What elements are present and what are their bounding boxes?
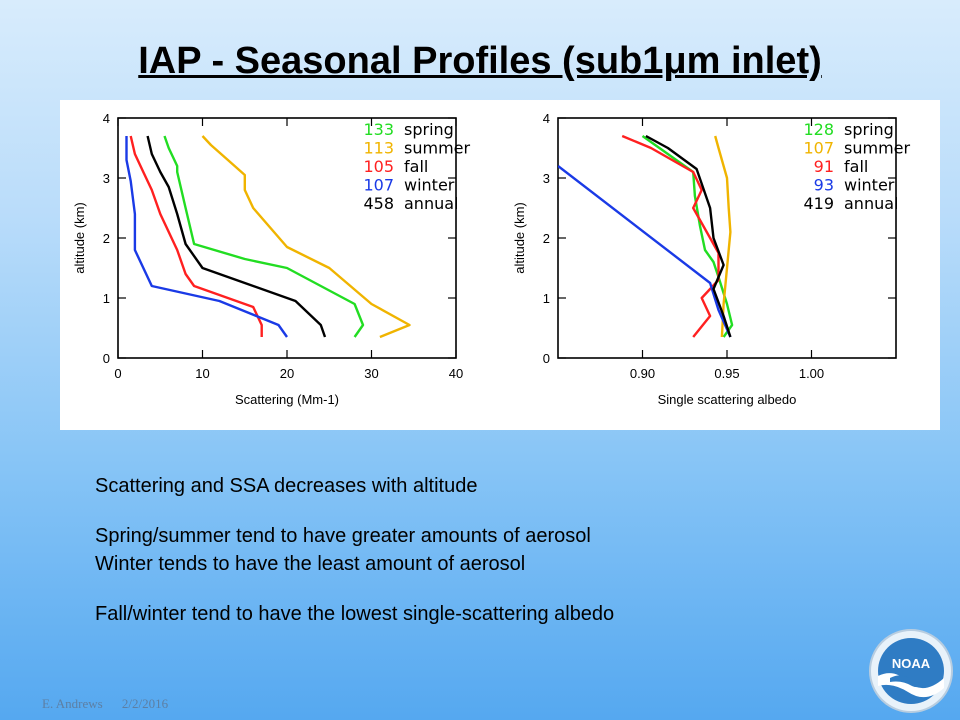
legend-count: 128: [803, 120, 834, 139]
y-tick-label: 0: [543, 351, 550, 366]
legend-label: fall: [404, 157, 428, 176]
legend-label: annual: [844, 194, 898, 213]
y-tick-label: 4: [543, 111, 550, 126]
noaa-logo: NOAA: [868, 628, 954, 714]
series-line-annual: [645, 134, 732, 338]
legend-label: fall: [844, 157, 868, 176]
y-tick-label: 2: [103, 231, 110, 246]
legend-count: 93: [814, 176, 834, 195]
series-line-fall: [621, 134, 720, 338]
x-axis-label: Scattering (Mm-1): [235, 392, 339, 407]
series-line-winter: [558, 165, 732, 338]
legend-label: annual: [404, 194, 458, 213]
legend-label: spring: [404, 120, 454, 139]
legend-label: winter: [844, 176, 895, 195]
bullet-item: Scattering and SSA decreases with altitu…: [95, 475, 478, 497]
y-axis-label: altitude (km): [512, 202, 527, 274]
y-tick-label: 3: [103, 171, 110, 186]
y-tick-label: 3: [543, 171, 550, 186]
legend-count: 133: [363, 120, 394, 139]
series-line-fall: [129, 135, 263, 337]
bullet-item: Fall/winter tend to have the lowest sing…: [95, 603, 615, 625]
series-line-annual: [146, 135, 327, 338]
series-line-spring: [641, 135, 734, 338]
legend-count: 105: [363, 157, 394, 176]
ssa-profile-chart: 0.90 0.95 1.00 0 1 2 3 4 Single scattering albed…: [500, 100, 940, 430]
legend-label: spring: [844, 120, 894, 139]
x-axis-label: Single scattering albedo: [658, 392, 797, 407]
bullet-item: Winter tends to have the least amount of…: [95, 553, 526, 575]
y-axis-label: altitude (km): [72, 202, 87, 274]
footer: E. Andrews 2/2/2016: [42, 696, 168, 712]
legend-count: 107: [363, 176, 394, 195]
legend-label: winter: [404, 176, 455, 195]
series-line-spring: [163, 135, 365, 338]
y-tick-label: 1: [103, 291, 110, 306]
x-tick-label: 0.95: [714, 366, 739, 381]
series-line-summer: [714, 135, 732, 338]
y-tick-label: 4: [103, 111, 110, 126]
y-tick-label: 2: [543, 231, 550, 246]
y-tick-label: 0: [103, 351, 110, 366]
x-tick-label: 20: [280, 366, 294, 381]
legend-count: 91: [814, 157, 834, 176]
series-line-winter: [125, 136, 288, 338]
footer-author: E. Andrews: [42, 696, 103, 711]
noaa-logo-icon: NOAA: [869, 629, 953, 713]
x-tick-label: 0.90: [630, 366, 655, 381]
x-tick-label: 1.00: [799, 366, 824, 381]
x-tick-label: 0: [114, 366, 121, 381]
x-tick-label: 10: [195, 366, 209, 381]
slide-title: IAP - Seasonal Profiles (sub1μm inlet): [138, 40, 822, 82]
footer-date: 2/2/2016: [121, 696, 169, 711]
ssa-chart-svg: 0.90 0.95 1.00 0 1 2 3 4 Single scattering albed…: [512, 111, 910, 407]
legend-label: summer: [844, 139, 910, 158]
bullet-list: Scattering and SSA decreases with altitu…: [95, 472, 855, 628]
svg-text:NOAA: NOAA: [892, 656, 931, 671]
legend-count: 107: [803, 139, 834, 158]
x-tick-label: 40: [449, 366, 463, 381]
scattering-profile-chart: 0 10 20 30 40 0 1 2 3 4 Scattering (Mm-1) altitude …: [60, 100, 500, 430]
x-tick-label: 30: [364, 366, 378, 381]
legend-label: summer: [404, 139, 470, 158]
bullet-item: Spring/summer tend to have greater amoun…: [95, 525, 591, 547]
series-line-summer: [201, 135, 411, 339]
y-tick-label: 1: [543, 291, 550, 306]
legend-count: 113: [363, 139, 394, 158]
scattering-chart-svg: 0 10 20 30 40 0 1 2 3 4 Scattering (Mm-1) altitude …: [72, 111, 470, 407]
legend-count: 458: [363, 194, 394, 213]
legend-count: 419: [803, 194, 834, 213]
